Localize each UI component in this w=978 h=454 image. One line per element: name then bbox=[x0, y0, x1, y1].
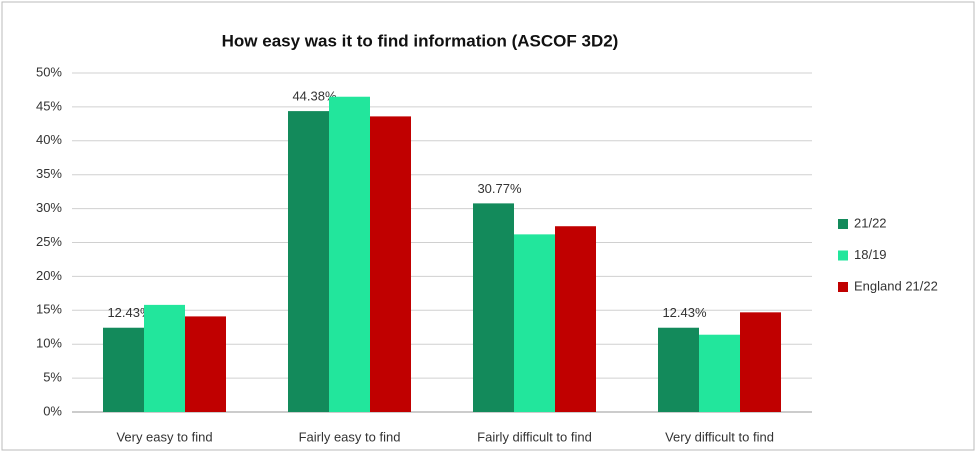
x-tick-label: Fairly easy to find bbox=[299, 429, 401, 444]
y-tick-label: 5% bbox=[43, 370, 62, 385]
legend-swatch bbox=[838, 250, 848, 261]
bar bbox=[740, 312, 781, 412]
y-tick-label: 15% bbox=[36, 302, 62, 317]
legend-swatch bbox=[838, 219, 848, 229]
data-label: 44.38% bbox=[292, 89, 337, 104]
y-tick-label: 10% bbox=[36, 336, 62, 351]
y-tick-label: 50% bbox=[36, 64, 62, 79]
bar bbox=[699, 334, 740, 412]
x-tick-label: Fairly difficult to find bbox=[477, 429, 592, 444]
y-tick-label: 25% bbox=[36, 234, 62, 249]
legend-label: 21/22 bbox=[854, 215, 887, 230]
data-label: 12.43% bbox=[662, 305, 707, 320]
chart-title: How easy was it to find information (ASC… bbox=[222, 31, 619, 50]
data-label: 30.77% bbox=[477, 181, 522, 196]
bar bbox=[329, 96, 370, 412]
bar bbox=[185, 316, 226, 412]
bar bbox=[103, 327, 144, 412]
bar bbox=[658, 327, 699, 412]
bar bbox=[288, 111, 329, 412]
x-tick-label: Very difficult to find bbox=[665, 429, 774, 444]
x-tick-label: Very easy to find bbox=[116, 429, 212, 444]
bar bbox=[144, 304, 185, 412]
y-tick-label: 35% bbox=[36, 166, 62, 181]
bar bbox=[370, 116, 411, 412]
bar bbox=[473, 203, 514, 412]
legend-swatch bbox=[838, 282, 848, 292]
legend-label: 18/19 bbox=[854, 247, 887, 262]
data-label: 12.43% bbox=[107, 305, 152, 320]
y-tick-label: 0% bbox=[43, 403, 62, 418]
y-tick-label: 30% bbox=[36, 200, 62, 215]
legend-label: England 21/22 bbox=[854, 278, 938, 293]
y-tick-label: 40% bbox=[36, 132, 62, 147]
bar bbox=[555, 226, 596, 412]
y-tick-label: 45% bbox=[36, 98, 62, 113]
y-tick-label: 20% bbox=[36, 268, 62, 283]
bar bbox=[514, 234, 555, 412]
